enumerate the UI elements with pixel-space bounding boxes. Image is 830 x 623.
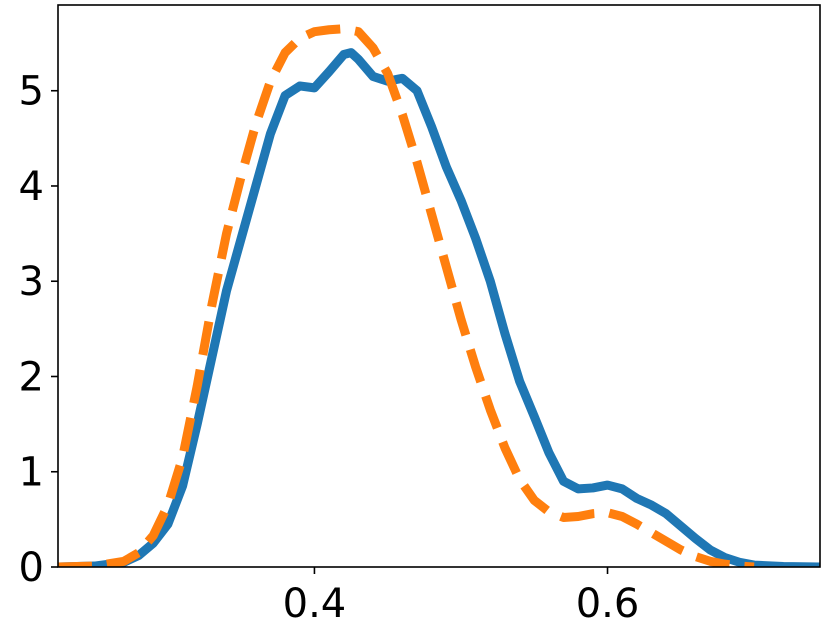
y-tick-label-2: 1 (19, 450, 44, 496)
plot-frame (57, 4, 821, 568)
x-tick-label-2: 0.6 (576, 581, 640, 623)
series-layer (58, 24, 820, 567)
y-tick-label-5: 4 (19, 164, 44, 210)
y-axis: 0 1 2 3 4 5 (19, 69, 58, 591)
y-tick-label-6: 5 (19, 69, 44, 115)
y-tick-label-4: 3 (19, 259, 44, 305)
series-line-2 (58, 24, 755, 567)
x-tick-label-1: 0.4 (283, 581, 347, 623)
y-tick-label-1: 0 (19, 545, 44, 591)
series-line-1 (58, 48, 820, 567)
y-tick-label-3: 2 (19, 354, 44, 400)
x-axis: 0.4 0.6 (283, 567, 640, 623)
